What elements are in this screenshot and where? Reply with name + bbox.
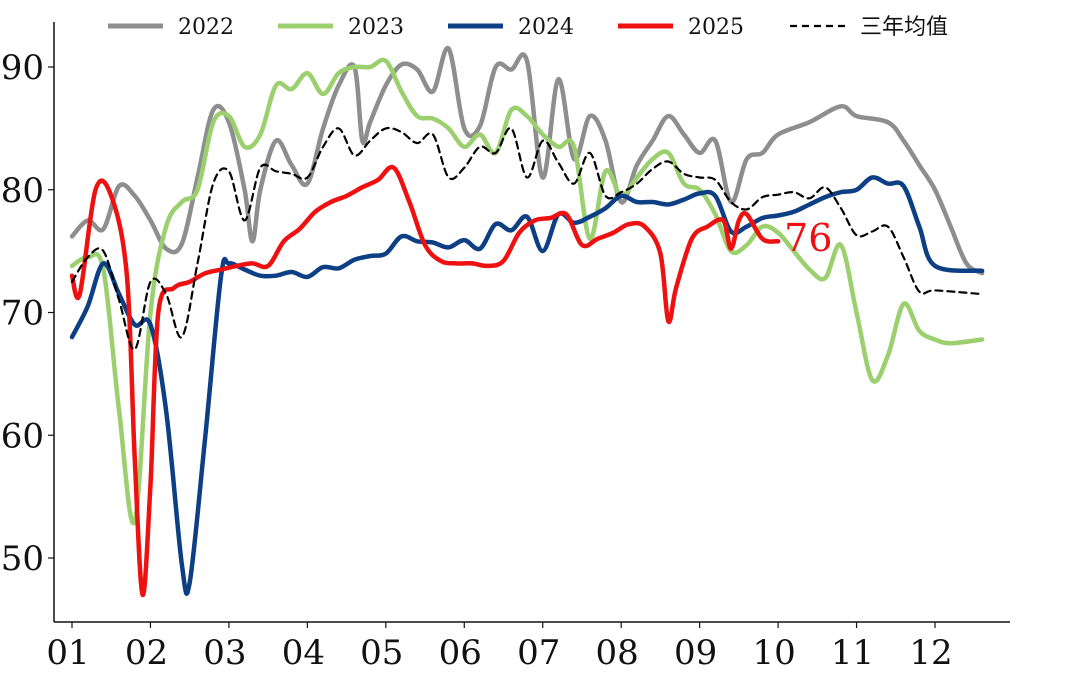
y-tick-label: 60	[1, 416, 44, 456]
legend-label-三年均值: 三年均值	[860, 15, 948, 40]
x-tick-label: 12	[909, 633, 952, 673]
series-line-三年均值	[70, 126, 984, 351]
x-tick-label: 04	[282, 633, 325, 673]
series-line-2025	[69, 164, 781, 598]
x-tick-label: 07	[517, 633, 560, 673]
x-tick-label: 11	[831, 633, 874, 673]
x-tick-label: 01	[46, 633, 89, 673]
series-group	[69, 46, 985, 598]
x-tick-label: 03	[203, 633, 246, 673]
x-tick-label: 05	[360, 633, 403, 673]
x-tick-label: 06	[439, 633, 482, 673]
series-line-2024	[69, 175, 985, 596]
y-tick-label: 50	[1, 539, 44, 579]
legend-label-2023: 2023	[348, 15, 404, 40]
legend-label-2025: 2025	[688, 15, 744, 40]
x-tick-label: 08	[596, 633, 639, 673]
y-tick-label: 80	[1, 171, 44, 211]
end-value-label: 76	[784, 216, 832, 260]
y-tick-label: 90	[1, 48, 44, 88]
series-line-2022	[69, 46, 985, 276]
x-tick-label: 02	[125, 633, 168, 673]
legend-label-2022: 2022	[178, 15, 234, 40]
legend-label-2024: 2024	[518, 15, 574, 40]
series-line-2023	[69, 57, 985, 526]
x-tick-label: 10	[752, 633, 795, 673]
x-tick-label: 09	[674, 633, 717, 673]
y-tick-label: 70	[1, 294, 44, 334]
